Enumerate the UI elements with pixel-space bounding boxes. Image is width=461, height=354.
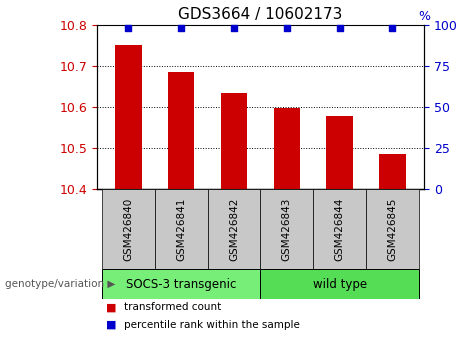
Title: GDS3664 / 10602173: GDS3664 / 10602173 (178, 7, 343, 22)
Text: SOCS-3 transgenic: SOCS-3 transgenic (126, 278, 236, 291)
Text: %: % (418, 10, 430, 23)
Bar (155, 189, 207, 269)
Bar (207, 189, 260, 269)
Point (336, 25, 343, 31)
Text: GSM426841: GSM426841 (176, 198, 186, 261)
Bar (274, 108, 300, 189)
Point (177, 25, 185, 31)
Bar (260, 189, 313, 269)
Bar (366, 189, 419, 269)
Text: GSM426843: GSM426843 (282, 198, 292, 261)
Bar (221, 93, 247, 189)
Text: GSM426845: GSM426845 (387, 198, 397, 261)
Text: ■: ■ (106, 302, 117, 312)
Bar (102, 269, 260, 299)
Text: GSM426840: GSM426840 (124, 198, 134, 261)
Bar (115, 45, 142, 189)
Bar (102, 189, 155, 269)
Point (230, 25, 238, 31)
Text: transformed count: transformed count (124, 302, 222, 312)
Point (389, 25, 396, 31)
Bar (260, 269, 419, 299)
Bar (326, 116, 353, 189)
Text: percentile rank within the sample: percentile rank within the sample (124, 320, 301, 330)
Text: wild type: wild type (313, 278, 366, 291)
Bar (168, 72, 195, 189)
Point (125, 25, 132, 31)
Point (283, 25, 290, 31)
Bar (313, 189, 366, 269)
Text: GSM426844: GSM426844 (335, 198, 345, 261)
Text: ■: ■ (106, 320, 117, 330)
Bar (379, 154, 406, 189)
Text: genotype/variation ▶: genotype/variation ▶ (5, 279, 115, 289)
Text: GSM426842: GSM426842 (229, 198, 239, 261)
